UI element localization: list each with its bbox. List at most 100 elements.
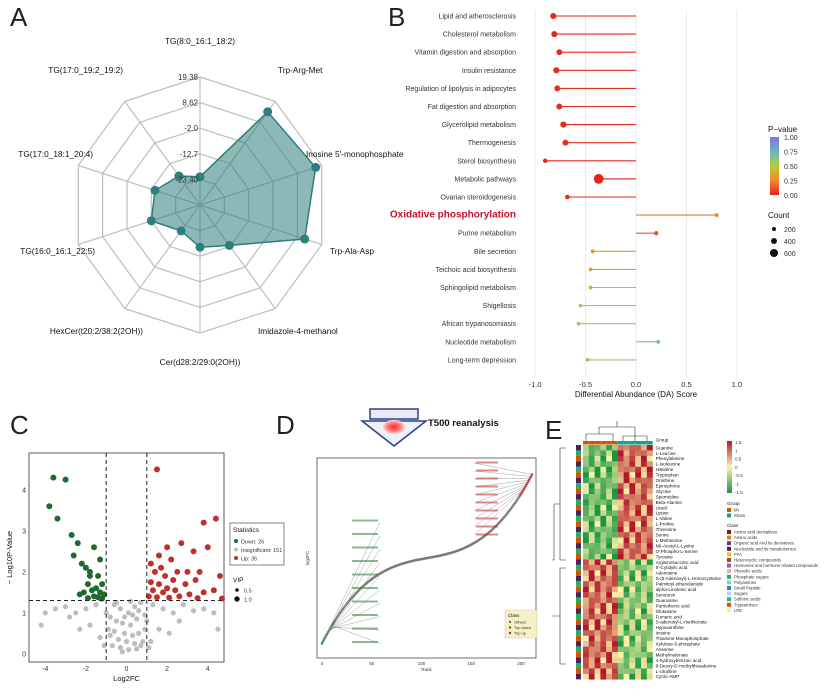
heatmap-cell: [623, 646, 630, 653]
volcano-point-ns: [62, 604, 69, 610]
heatmap-cell: [583, 537, 589, 544]
heatmap-cell: [635, 477, 642, 484]
rank-legend-label: Top down: [514, 625, 531, 630]
heatmap-cell: [583, 619, 589, 626]
heatmap-cell: [623, 466, 630, 473]
heatmap-row-label: Argininosuccinic acid: [656, 560, 699, 565]
rank-callout-label-down: [352, 600, 378, 603]
radar-point: [195, 242, 205, 252]
heatmap-cell: [623, 548, 630, 555]
heatmap-cell: [583, 499, 589, 506]
vip-legend-dot: [235, 588, 239, 592]
heatmap-cell: [646, 673, 653, 680]
heatmap-cell: [646, 668, 653, 675]
heatmap-cell: [646, 559, 653, 566]
rank-callout-label-down: [352, 533, 378, 535]
heatmap-cell: [588, 597, 595, 604]
heatmap-row-label: Serine: [656, 533, 670, 538]
heatmap-cell: [600, 613, 607, 620]
heatmap-cell: [617, 548, 624, 555]
heatmap-cell: [646, 537, 653, 544]
heatmap-cell: [606, 466, 613, 473]
heatmap-cell: [588, 450, 595, 457]
volcano-point-down: [84, 595, 91, 602]
lollipop-category-label: Bile secretion: [474, 249, 516, 256]
volcano-point-ns: [115, 636, 121, 643]
rank-callout-label-up: [476, 477, 498, 480]
rank-xtick: 0: [321, 661, 324, 666]
heatmap-cell: [641, 466, 647, 473]
heatmap-row-label: Hypoxanthine: [656, 625, 685, 630]
heatmap-cell: [629, 532, 636, 538]
heatmap-cell: [623, 526, 630, 533]
rank-xtick: 100: [418, 661, 426, 666]
volcano-point-ns: [52, 606, 59, 612]
panel-b-lollipop: -1.0 -0.5 0.0 0.5 1.0 Differential Abundance …: [390, 8, 798, 399]
heatmap-cell: [629, 455, 636, 462]
rank-point: [320, 642, 324, 645]
volcano-point-ns: [215, 626, 221, 632]
heatmap-cell: [594, 510, 601, 517]
radar-point: [195, 172, 205, 182]
heatmap-cell: [623, 554, 630, 560]
rank-callout-up: [473, 488, 525, 528]
heatmap-cell: [629, 499, 636, 506]
heatmap-row-label: O-Phospho-L-Serine: [656, 549, 699, 554]
heatmap-cell: [629, 526, 636, 533]
heatmap-cell: [629, 663, 636, 669]
heatmap-colorbar: [727, 441, 732, 493]
heatmap-cell: [641, 624, 647, 631]
heatmap-cell: [629, 548, 636, 555]
heatmap-row-label: Fumaric acid: [656, 614, 683, 619]
heatmap-cell: [646, 652, 653, 658]
lollipop-point: [550, 12, 557, 20]
heatmap-cell: [588, 537, 595, 544]
heatmap-cell: [588, 608, 595, 615]
heatmap-cell: [583, 450, 589, 457]
heatmap-cell: [588, 504, 595, 511]
volcano-point-up: [168, 556, 175, 563]
heatmap-cell: [588, 477, 595, 484]
heatmap-cell: [588, 652, 595, 658]
lollipop-point: [562, 139, 569, 146]
heatmap-cell: [583, 559, 589, 566]
heatmap-row-label: S-adenosyl-L-methionate: [656, 620, 708, 625]
heatmap-cell: [588, 455, 595, 462]
heatmap-cell: [594, 673, 601, 680]
volcano-point-ns: [180, 602, 186, 608]
volcano-point-ns: [176, 618, 182, 624]
heatmap-cell: [600, 652, 607, 658]
heatmap-cell: [594, 488, 601, 495]
volcano-point-up: [178, 540, 185, 547]
volcano-legend-label: Up: 35: [241, 557, 257, 563]
heatmap-cell: [617, 494, 624, 500]
heatmap-row-label: Xylulose-5-phosphate: [656, 642, 701, 647]
class-annotation-cell: [576, 548, 581, 554]
heatmap-cell: [606, 532, 613, 538]
heatmap-cell: [612, 619, 618, 626]
heatmap-cell: [588, 483, 595, 489]
heatmap-cell: [641, 657, 647, 664]
rank-callout-label-up: [476, 525, 498, 528]
heatmap-cell: [583, 483, 589, 489]
count-legend-title: Count: [768, 211, 790, 220]
lollipop-category-label: Ovarian steroidogenesis: [441, 195, 517, 202]
heatmap-cell: [606, 488, 613, 495]
heatmap-cell: [623, 657, 630, 664]
heatmap-cell: [606, 554, 613, 560]
heatmap-cell: [600, 603, 607, 609]
volcano-point-up: [176, 593, 183, 600]
heatmap-cell: [600, 483, 607, 489]
heatmap-cell: [617, 488, 624, 495]
heatmap-cell: [612, 532, 618, 538]
volcano-xlabel: Log2FC: [113, 674, 140, 683]
vip-legend-title: VIP: [233, 577, 243, 584]
heatmap-cell: [583, 521, 589, 527]
volcano-point-ns: [138, 599, 144, 606]
heatmap-cell: [600, 663, 607, 669]
heatmap-cell: [635, 504, 642, 511]
heatmap-cell: [583, 461, 589, 467]
pvalue-colorbar: [770, 137, 779, 195]
heatmap-cell: [612, 592, 618, 598]
lollipop-point: [654, 231, 659, 236]
